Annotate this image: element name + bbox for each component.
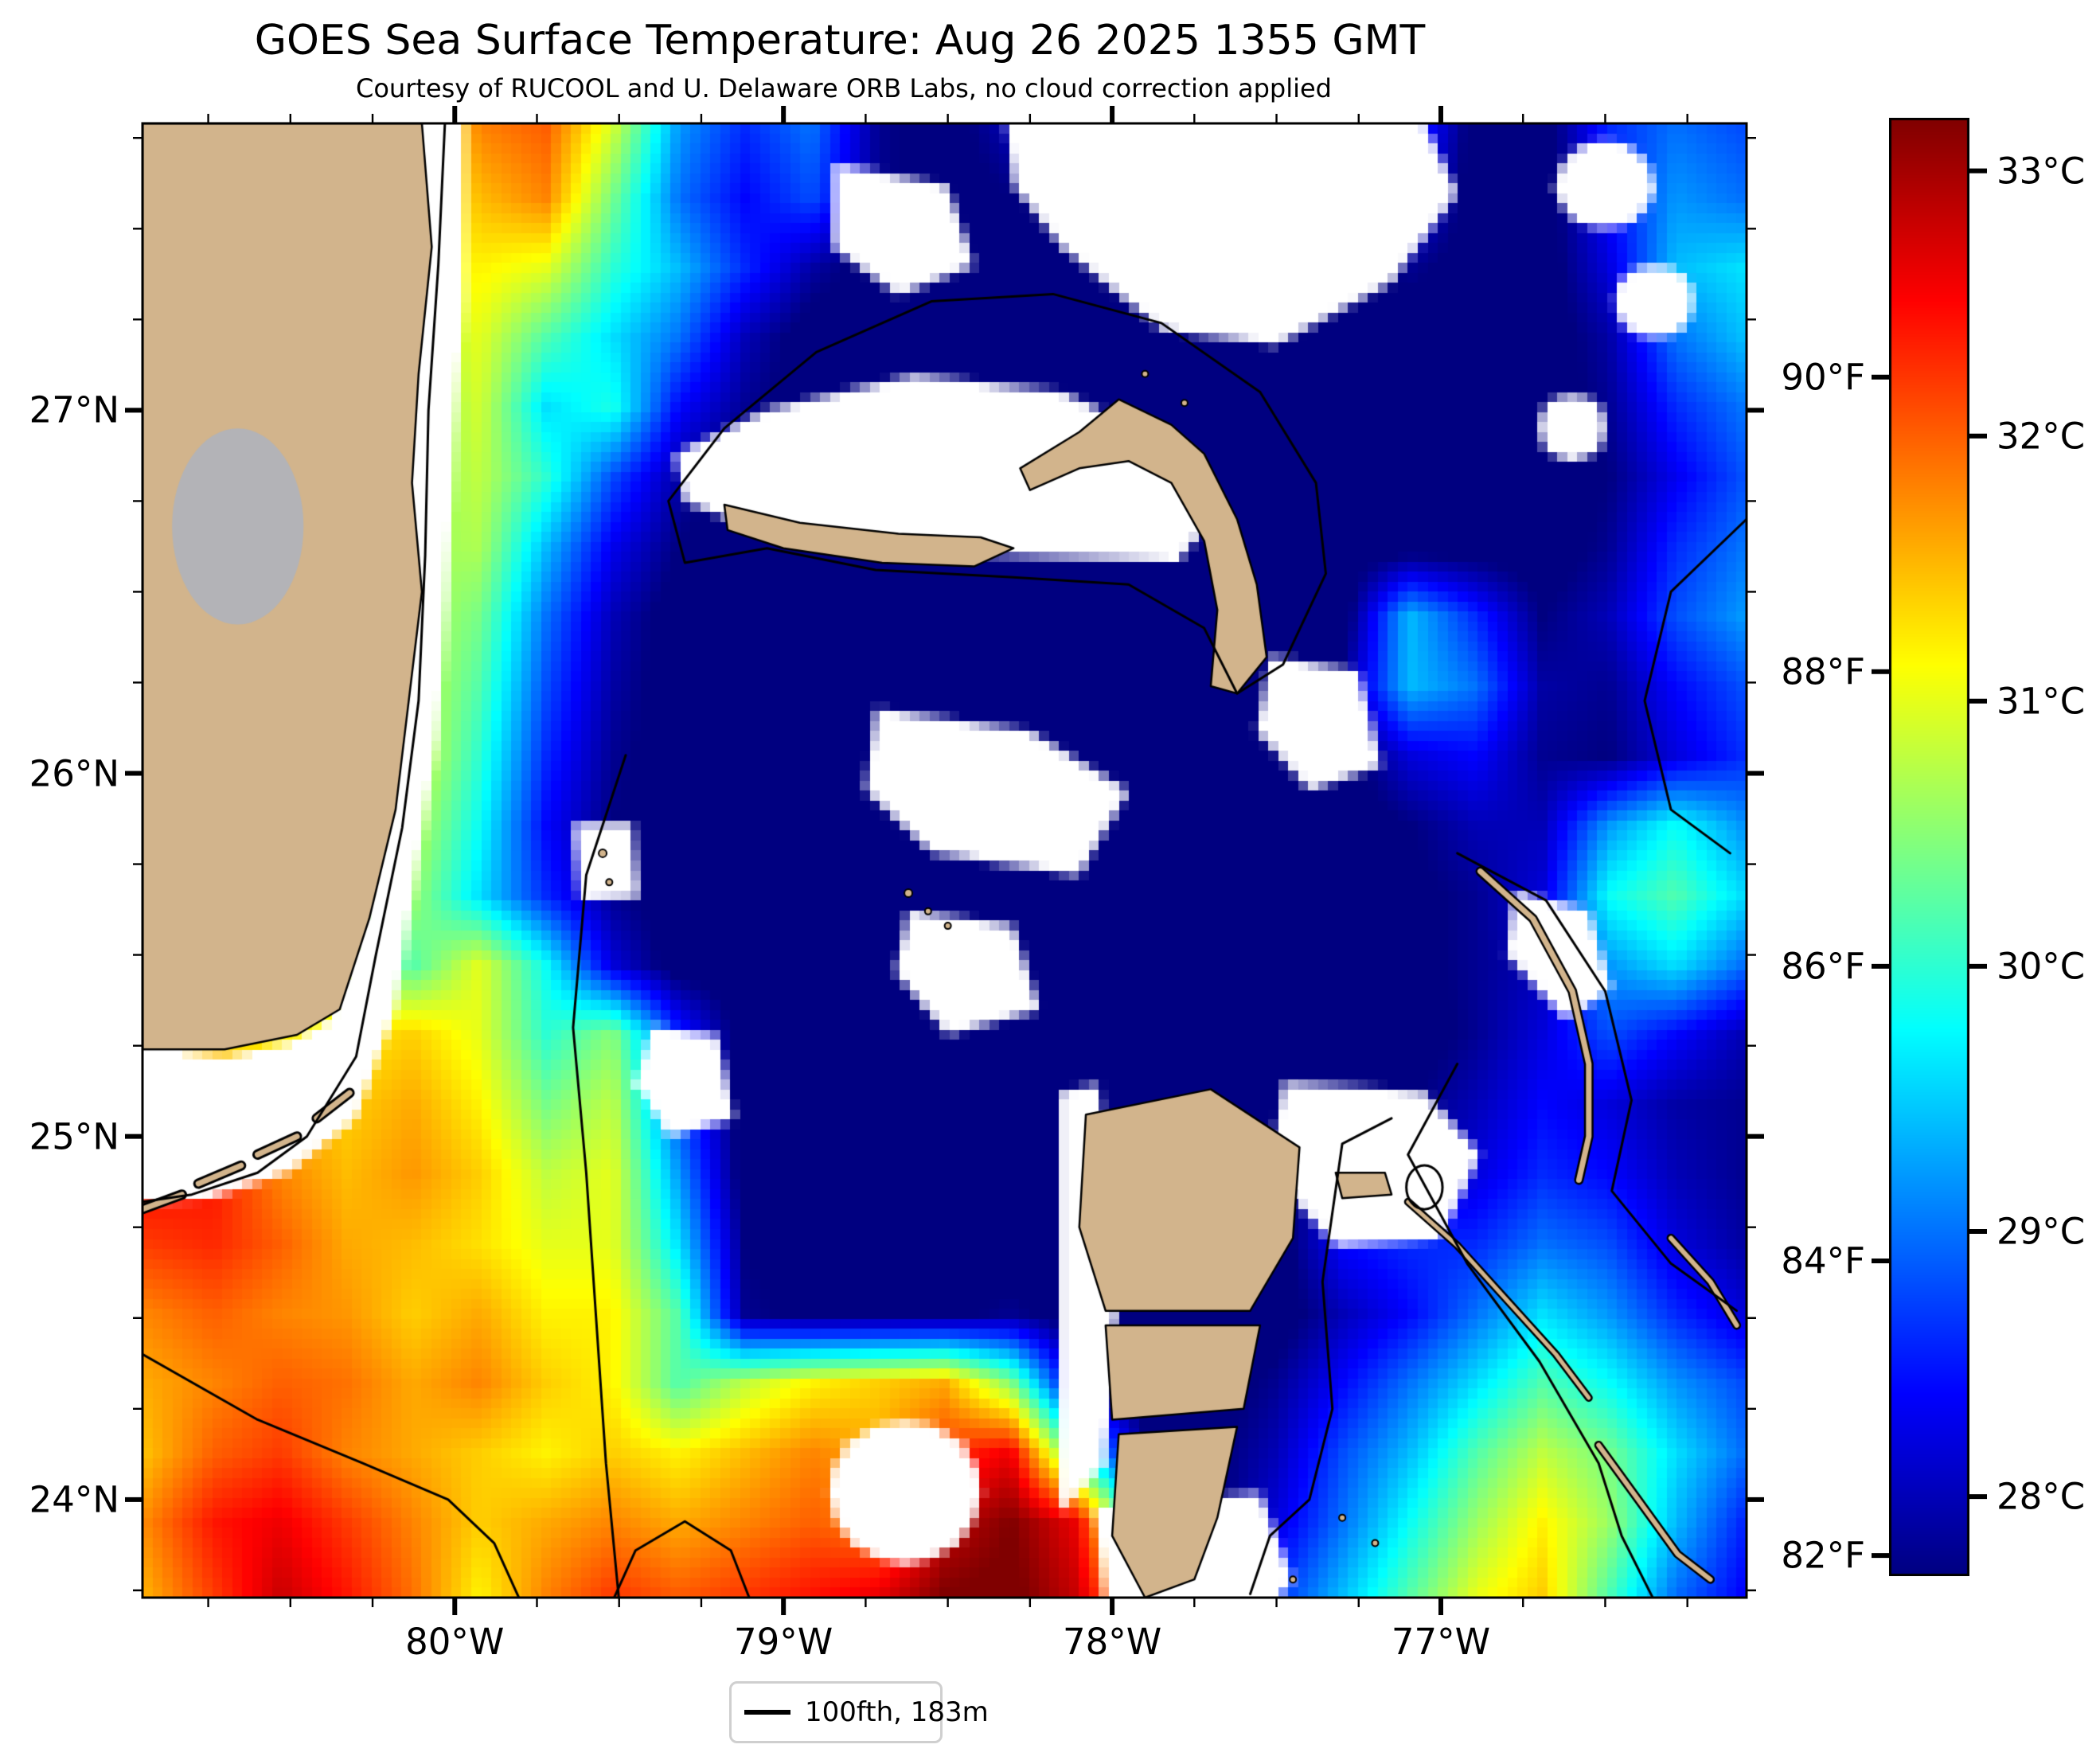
colorbar-fahrenheit-label: 90°F: [1781, 356, 1865, 399]
legend: 100fth, 183m: [729, 1681, 989, 1743]
colorbar-fahrenheit-label: 82°F: [1781, 1534, 1865, 1577]
sst-map: [142, 123, 1747, 1598]
x-tick-label: 80°W: [405, 1621, 505, 1663]
colorbar-fahrenheit-label: 86°F: [1781, 945, 1865, 988]
colorbar-celsius-label: 31°C: [1997, 680, 2086, 723]
y-tick-label: 26°N: [29, 752, 119, 795]
x-tick-label: 78°W: [1062, 1621, 1162, 1663]
y-tick-label: 24°N: [29, 1478, 119, 1521]
legend-label: 100fth, 183m: [805, 1696, 989, 1728]
colorbar-fahrenheit-label: 84°F: [1781, 1239, 1865, 1282]
colorbar: [1889, 118, 1969, 1576]
y-tick-label: 25°N: [29, 1115, 119, 1158]
x-tick-label: 79°W: [734, 1621, 833, 1663]
colorbar-celsius-label: 33°C: [1997, 150, 2086, 193]
colorbar-celsius-label: 29°C: [1997, 1210, 2086, 1253]
y-tick-label: 27°N: [29, 388, 119, 431]
colorbar-celsius-label: 32°C: [1997, 415, 2086, 458]
legend-line-sample: [744, 1710, 790, 1715]
plot-subtitle: Courtesy of RUCOOL and U. Delaware ORB L…: [356, 73, 1332, 103]
colorbar-celsius-label: 30°C: [1997, 945, 2086, 988]
colorbar-celsius-label: 28°C: [1997, 1475, 2086, 1518]
x-tick-label: 77°W: [1391, 1621, 1491, 1663]
plot-title: GOES Sea Surface Temperature: Aug 26 202…: [254, 17, 1426, 64]
colorbar-fahrenheit-label: 88°F: [1781, 650, 1865, 693]
